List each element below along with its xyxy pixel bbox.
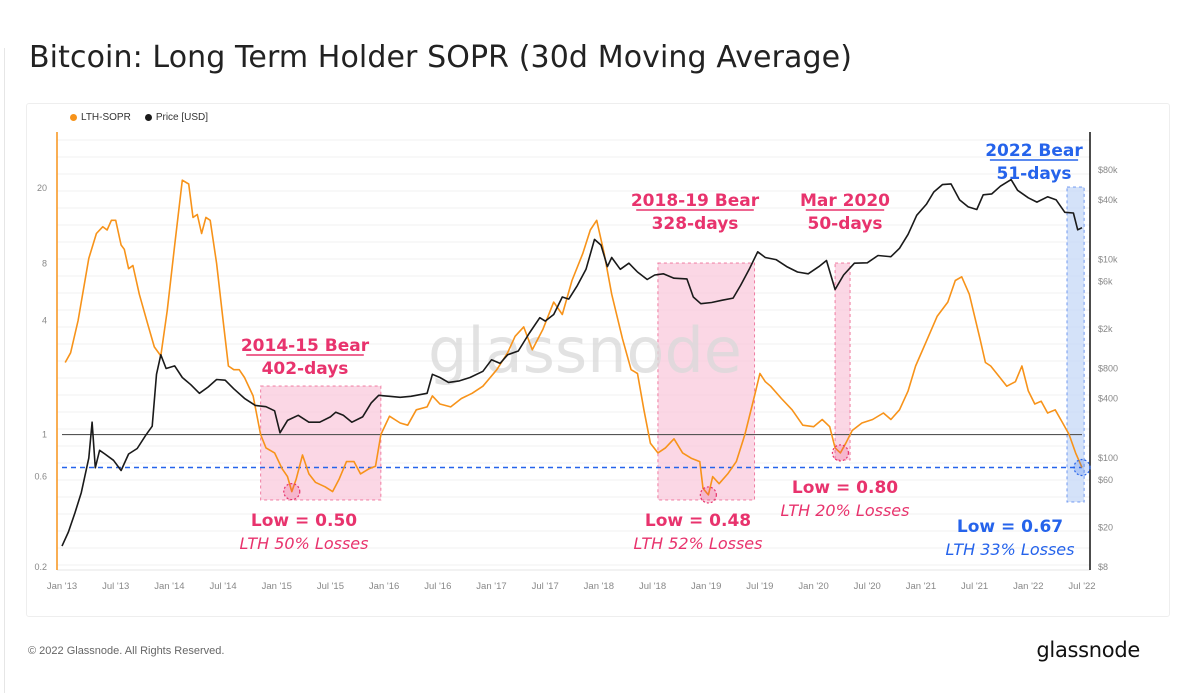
low-marker-circle xyxy=(699,486,717,504)
region-low-label: Low = 0.80 xyxy=(792,478,898,498)
region-duration: 51-days xyxy=(996,164,1071,184)
y-left-tick-label: 4 xyxy=(42,315,47,325)
x-tick-label: Jul '17 xyxy=(532,581,559,592)
y-right-tick-label: $100 xyxy=(1098,453,1118,463)
y-left-tick-label: 0.2 xyxy=(34,562,47,572)
axes: 20 8 4 1 0.6 0.2 $80k $40k $10k $6k $2k $800 $400 $10… xyxy=(34,132,1118,592)
y-right-tick-label: $400 xyxy=(1098,393,1118,403)
y-left-tick-label: 0.6 xyxy=(34,472,47,482)
region-duration: 50-days xyxy=(807,214,882,234)
chart-legend: LTH-SOPR Price [USD] xyxy=(70,112,208,123)
x-tick-label: Jan '13 xyxy=(47,581,77,592)
x-tick-label: Jan '14 xyxy=(154,581,184,592)
legend-price-swatch-icon xyxy=(144,114,152,121)
x-tick-label: Jul '20 xyxy=(854,581,881,592)
x-tick-label: Jan '16 xyxy=(369,581,399,592)
legend-label: Price [USD] xyxy=(155,112,209,123)
price-line xyxy=(61,178,1083,547)
region-loss-label: LTH 33% Losses xyxy=(946,540,1075,559)
region-low-label: Low = 0.67 xyxy=(957,517,1063,537)
watermark: glassnode xyxy=(428,314,742,387)
y-right-tick-label: $6k xyxy=(1098,277,1113,287)
x-tick-label: Jan '17 xyxy=(476,581,506,592)
legend-label: LTH-SOPR xyxy=(81,112,131,123)
y-right-tick-label: $40k xyxy=(1098,195,1118,205)
page-title: Bitcoin: Long Term Holder SOPR (30d Movi… xyxy=(29,40,853,75)
y-left-tick-label: 8 xyxy=(42,258,47,268)
x-tick-label: Jan '22 xyxy=(1013,581,1043,592)
lth-sopr-line xyxy=(64,179,1083,496)
x-tick-label: Jan '15 xyxy=(262,581,292,592)
y-right-tick-label: $2k xyxy=(1098,324,1113,334)
x-tick-label: Jul '14 xyxy=(209,581,236,592)
region-title: 2022 Bear xyxy=(985,141,1083,161)
bear-region-0 xyxy=(260,385,382,501)
x-tick-label: Jul '21 xyxy=(961,581,988,592)
bear-region-3 xyxy=(1066,186,1085,503)
reference-lines xyxy=(62,433,1082,469)
y-right-tick-label: $8 xyxy=(1098,562,1108,572)
y-right-tick-label: $60 xyxy=(1098,475,1113,485)
legend-item-price[interactable]: Price [USD] xyxy=(144,112,209,123)
annotations: 2014-15 Bear 402-days Low = 0.50 LTH 50% Lo… xyxy=(240,141,1091,559)
low-marker-circle xyxy=(1073,458,1091,477)
region-title: Mar 2020 xyxy=(800,191,890,211)
region-title: 2018-19 Bear xyxy=(631,191,760,211)
x-tick-label: Jul '18 xyxy=(639,581,666,592)
x-tick-label: Jan '20 xyxy=(798,581,828,592)
x-tick-label: Jul '22 xyxy=(1068,581,1095,592)
x-tick-label: Jul '16 xyxy=(424,581,451,592)
legend-item-lth-sopr[interactable]: LTH-SOPR xyxy=(70,112,131,123)
region-low-label: Low = 0.50 xyxy=(251,511,357,531)
y-left-tick-label: 1 xyxy=(42,430,47,440)
y-right-tick-label: $20 xyxy=(1098,523,1113,533)
footer-logo[interactable]: glassnode xyxy=(1036,638,1140,662)
x-tick-label: Jan '18 xyxy=(584,581,614,592)
region-duration: 402-days xyxy=(262,359,349,379)
y-left-tick-label: 20 xyxy=(37,183,47,193)
y-right-tick-label: $80k xyxy=(1098,165,1118,175)
low-marker-circle xyxy=(283,482,301,501)
region-loss-label: LTH 20% Losses xyxy=(781,501,910,520)
region-low-label: Low = 0.48 xyxy=(645,511,751,531)
series xyxy=(61,178,1083,547)
x-tick-label: Jan '19 xyxy=(691,581,721,592)
y-right-tick-label: $800 xyxy=(1098,364,1118,374)
region-title: 2014-15 Bear xyxy=(241,336,370,356)
region-duration: 328-days xyxy=(652,214,739,234)
page-left-rule xyxy=(4,48,5,693)
bear-region-2 xyxy=(834,262,851,461)
x-tick-label: Jan '21 xyxy=(906,581,936,592)
low-marker-circle xyxy=(831,444,850,462)
x-tick-label: Jul '15 xyxy=(317,581,344,592)
y-right-tick-label: $10k xyxy=(1098,255,1118,265)
footer-copyright: © 2022 Glassnode. All Rights Reserved. xyxy=(28,645,225,657)
x-tick-label: Jul '13 xyxy=(102,581,129,592)
region-loss-label: LTH 52% Losses xyxy=(634,534,763,553)
x-tick-label: Jul '19 xyxy=(746,581,773,592)
region-loss-label: LTH 50% Losses xyxy=(240,534,369,553)
legend-sopr-swatch-icon xyxy=(70,114,77,121)
